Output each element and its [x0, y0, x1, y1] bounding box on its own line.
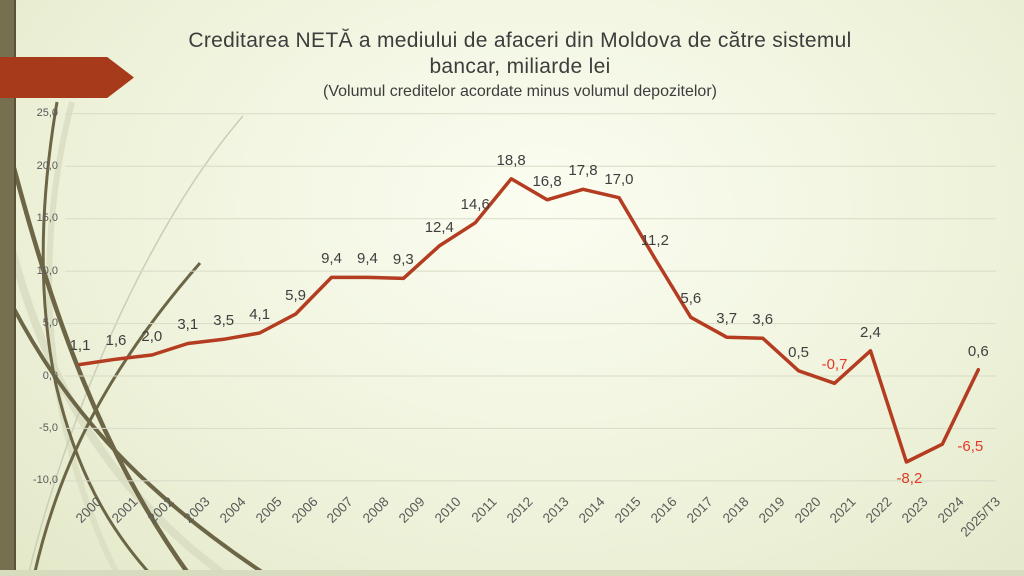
data-point-label: 5,9: [285, 287, 306, 305]
data-point-label: 16,8: [532, 172, 562, 190]
data-point-label: 17,8: [568, 162, 598, 180]
y-axis-tick-label: 10,0: [36, 264, 58, 277]
y-axis-tick-label: 20,0: [36, 159, 58, 172]
x-axis-tick-label: 2025/T3: [957, 494, 1003, 540]
data-point-label: -0,7: [821, 356, 848, 374]
data-point-label: 11,2: [640, 231, 669, 249]
data-point-label: 9,4: [321, 250, 342, 268]
y-axis-tick-label: 25,0: [36, 107, 58, 120]
data-point-label: 3,6: [752, 311, 774, 329]
y-axis-tick-label: -5,0: [39, 421, 58, 434]
x-axis-tick: 2025/T3: [832, 494, 1003, 540]
data-point-label: 0,5: [788, 343, 810, 361]
data-point-label: -8,2: [896, 470, 923, 488]
data-point-label: 4,1: [249, 305, 271, 323]
y-axis-tick-label: 5,0: [42, 317, 58, 330]
theme-arrow-accent: [0, 57, 134, 98]
data-point-label: 18,8: [496, 151, 526, 169]
data-point-label: 12,4: [424, 218, 454, 236]
chart-title-block: Creditarea NETĂ a mediului de afaceri di…: [20, 28, 1020, 102]
data-point-label: 1,6: [105, 332, 127, 350]
data-point-label: 0,6: [967, 342, 989, 360]
data-point-label: 9,3: [392, 251, 414, 269]
y-axis-tick-label: 15,0: [36, 212, 58, 225]
chart-title-line2: bancar, miliarde lei: [429, 55, 611, 78]
theme-left-bar: [0, 0, 16, 571]
data-point-label: 1,1: [69, 337, 91, 355]
data-point-label: 17,0: [604, 170, 634, 188]
data-point-label: 3,5: [213, 312, 235, 330]
chart-title-line1: Creditarea NETĂ a mediului de afaceri di…: [188, 29, 852, 52]
decor-dark-curve: [32, 262, 202, 576]
chart-subtitle: (Volumul creditelor acordate minus volum…: [323, 83, 717, 100]
data-point-label: 2,4: [860, 323, 881, 341]
data-point-label: 14,6: [460, 195, 490, 213]
y-axis-tick-label: 0,0: [42, 369, 58, 382]
data-point-label: 5,6: [680, 290, 702, 308]
data-point-label: 3,1: [177, 316, 199, 334]
theme-bottom-strip: [0, 570, 1024, 576]
y-axis-tick-label: -10,0: [32, 474, 58, 487]
data-point-label: 9,4: [357, 250, 378, 268]
data-point-label: 2,0: [141, 328, 163, 346]
data-point-label: -6,5: [957, 438, 984, 456]
data-point-label: 3,7: [716, 310, 738, 328]
